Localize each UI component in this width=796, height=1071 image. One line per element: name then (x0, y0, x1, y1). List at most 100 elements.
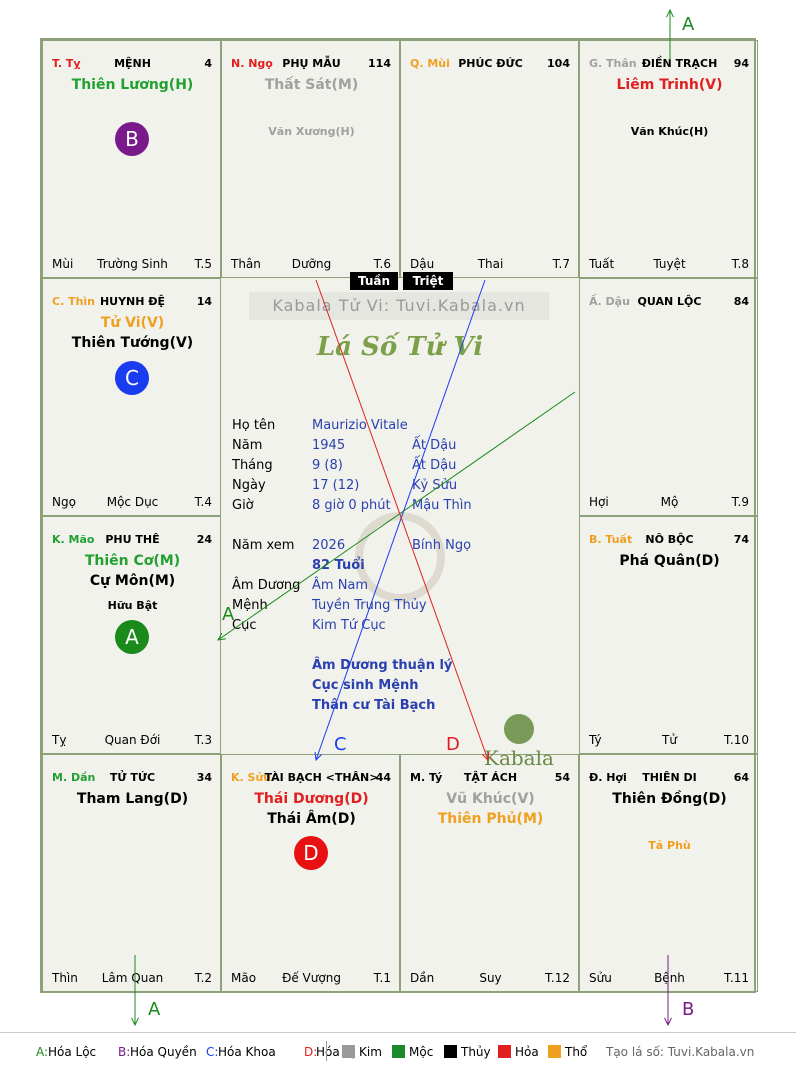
palace-branch: T. Tỵ (52, 57, 81, 70)
palace-menh[interactable]: T. Tỵ MỆNH 4 Thiên Lương(H) B Mùi Trường Sinh T… (42, 40, 221, 278)
element-label: Thổ (565, 1045, 588, 1059)
element-label: Thủy (461, 1045, 491, 1059)
arrow-b-bottom-head (664, 1017, 672, 1027)
palace-life-stage: Trường Sinh (97, 257, 168, 271)
palace-foot-branch: Mão (231, 971, 257, 985)
transform-badge-d: D (294, 836, 328, 870)
palace-branch: N. Ngọ (231, 57, 273, 70)
palace-age-label: T.10 (724, 733, 749, 747)
palace-number: 84 (733, 295, 749, 308)
site-credit[interactable]: Tạo lá số: Tuvi.Kabala.vn (606, 1045, 755, 1059)
palace-age-label: T.2 (194, 971, 212, 985)
palace-phuthe[interactable]: K. Mão PHU THÊ 24 Thiên Cơ(M) Cự Môn(M) Hữu B… (42, 516, 221, 754)
palace-branch: Ấ. Dậu (589, 295, 630, 308)
element-label: Mộc (409, 1045, 434, 1059)
palace-life-stage: Tuyệt (653, 257, 686, 271)
main-star: Thất Sát(M) (264, 77, 359, 93)
palace-name: TỬ TỨC (109, 771, 156, 784)
legend-divider (326, 1041, 327, 1061)
element-swatch (444, 1045, 457, 1058)
bagua-watermark (355, 512, 445, 602)
palace-dientrach[interactable]: G. Thân ĐIỀN TRẠCH 94 Liêm Trinh(V) Văn Khúc… (579, 40, 758, 278)
palace-foot-branch: Thân (231, 257, 261, 271)
palace-quanloc[interactable]: Ấ. Dậu QUAN LỘC 84 Hợi Mộ T.9 (579, 278, 758, 516)
info-value-can-chi: Kỷ Sửu (412, 478, 458, 493)
palace-foot-branch: Thìn (52, 971, 78, 985)
palace-foot-branch: Tý (589, 733, 602, 747)
element-label: Kim (359, 1045, 382, 1059)
info-label: Họ tên (232, 418, 276, 433)
palace-thiendi[interactable]: Đ. Hợi THIÊN DI 64 Thiên Đồng(D) Tả Phù Sửu Bệ… (579, 754, 758, 992)
transform-badge-a: A (115, 620, 149, 654)
palace-name: ĐIỀN TRẠCH (641, 57, 718, 70)
palace-branch: B. Tuất (589, 533, 633, 546)
palace-tatach[interactable]: M. Tý TẬT ÁCH 54 Vũ Khúc(V) Thiên Phủ(M) Dần S… (400, 754, 579, 992)
transform-badge-c: C (115, 361, 149, 395)
palace-foot-branch: Hợi (589, 495, 609, 509)
legend-key: C: (206, 1045, 219, 1059)
main-star: Thiên Cơ(M) (84, 553, 181, 569)
center-info: Tuần Triệt Kabala Tử Vi: Tuvi.Kabala.vn Lá … (221, 272, 579, 770)
minor-star: Văn Khúc(H) (630, 125, 709, 138)
main-star: Thái Âm(D) (267, 811, 356, 827)
chart-title: Lá Số Tử Vi (316, 332, 484, 362)
palace-life-stage: Mộ (660, 495, 679, 509)
main-star: Thiên Đồng(D) (612, 791, 727, 807)
palace-taibach[interactable]: K. Sửu TÀI BẠCH <THÂN> 44 Thái Dương(D) Thái… (221, 754, 400, 992)
legend-key: A: (36, 1045, 49, 1059)
palace-branch: Đ. Hợi (589, 771, 627, 784)
palace-age-label: T.8 (731, 257, 749, 271)
main-star: Thiên Lương(H) (71, 77, 194, 93)
palace-age-label: T.4 (194, 495, 212, 509)
info-note: Cục sinh Mệnh (312, 678, 419, 693)
palace-phucduc[interactable]: Q. Mùi PHÚC ĐỨC 104 Dậu Thai T.7 (400, 40, 579, 278)
palace-name: TÀI BẠCH <THÂN> (264, 771, 379, 784)
info-note: Âm Dương thuận lý (312, 658, 453, 673)
minor-star: Tả Phù (648, 839, 691, 852)
legend-text: Hóa Khoa (218, 1045, 276, 1059)
palace-nobo[interactable]: B. Tuất NÔ BỘC 74 Phá Quân(D) Tý Tử T.10 (579, 516, 758, 754)
palace-branch: Q. Mùi (410, 57, 450, 70)
palace-number: 94 (733, 57, 749, 70)
palace-branch: G. Thân (589, 57, 637, 70)
palace-age-label: T.6 (373, 257, 391, 271)
palace-name: THIÊN DI (642, 771, 697, 784)
arrow-a-top-head (666, 8, 674, 18)
main-star: Liêm Trinh(V) (616, 77, 723, 93)
palace-name: HUYNH ĐỆ (99, 295, 166, 308)
arrow-b-bottom-label: B (682, 999, 694, 1020)
palace-foot-branch: Dậu (410, 257, 435, 271)
main-star: Cự Môn(M) (89, 573, 176, 589)
info-value-can-chi: Bính Ngọ (412, 538, 472, 553)
palace-number: 24 (196, 533, 212, 546)
palace-life-stage: Bệnh (654, 971, 685, 985)
element-swatch (498, 1045, 511, 1058)
element-swatch (342, 1045, 355, 1058)
info-value: Kim Tứ Cục (312, 618, 386, 633)
info-value: Âm Nam (312, 578, 369, 593)
info-label: Năm xem (232, 538, 295, 553)
palace-tutuc[interactable]: M. Dần TỬ TỨC 34 Tham Lang(D) Thìn Lâm Quan T.… (42, 754, 221, 992)
palace-life-stage: Quan Đới (104, 733, 161, 747)
palace-huynhde[interactable]: C. Thìn HUYNH ĐỆ 14 Tử Vi(V) Thiên Tướng(V) C… (42, 278, 221, 516)
info-value: 82 Tuổi (312, 558, 365, 573)
palace-foot-branch: Ngọ (52, 495, 76, 509)
palace-branch: M. Dần (52, 771, 96, 784)
palace-foot-branch: Dần (410, 971, 435, 985)
palace-life-stage: Suy (479, 971, 502, 985)
palace-age-label: T.7 (552, 257, 570, 271)
main-star: Phá Quân(D) (619, 553, 720, 569)
info-value: Tuyền Trung Thủy (312, 598, 427, 613)
palace-phumau[interactable]: N. Ngọ PHỤ MẪU 114 Thất Sát(M) Văn Xương(H) T… (221, 40, 400, 278)
palace-foot-branch: Mùi (52, 257, 74, 271)
palace-number: 114 (368, 57, 391, 70)
info-label: Giờ (232, 498, 254, 513)
main-star: Vũ Khúc(V) (446, 791, 535, 807)
palace-age-label: T.3 (194, 733, 212, 747)
palace-number: 74 (733, 533, 749, 546)
main-star: Thiên Phủ(M) (437, 811, 544, 827)
legend-key: B: (118, 1045, 131, 1059)
palace-number: 4 (204, 57, 212, 70)
main-star: Thái Dương(D) (254, 791, 369, 807)
palace-branch: M. Tý (410, 771, 443, 784)
